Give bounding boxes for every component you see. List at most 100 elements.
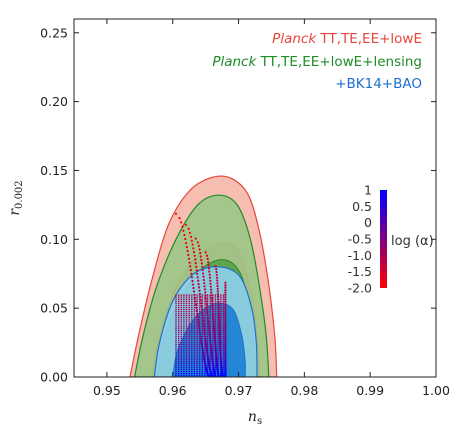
model-point <box>191 279 194 283</box>
model-point <box>220 321 222 323</box>
model-point <box>192 286 195 290</box>
model-point <box>209 337 211 340</box>
model-point <box>212 339 214 342</box>
model-point <box>209 335 211 338</box>
model-point <box>182 229 185 232</box>
model-point <box>198 329 201 332</box>
model-point <box>175 302 177 305</box>
model-point <box>198 366 201 369</box>
model-point <box>198 323 201 325</box>
model-point <box>190 272 193 275</box>
model-point <box>180 350 183 352</box>
model-point <box>222 352 225 354</box>
model-point <box>180 358 183 360</box>
model-point <box>185 350 188 352</box>
model-point <box>201 362 204 365</box>
model-point <box>217 302 219 305</box>
model-point <box>206 321 209 323</box>
model-point <box>177 341 180 344</box>
model-point <box>220 329 222 332</box>
model-point <box>191 312 193 315</box>
model-point <box>191 304 193 307</box>
model-point <box>220 343 222 346</box>
model-point <box>177 337 180 340</box>
legend-entry-1: Planck TT,TE,EE+lowE <box>272 31 422 47</box>
model-point <box>191 339 193 342</box>
model-point <box>201 269 204 272</box>
model-point <box>188 374 190 377</box>
model-point <box>212 298 214 301</box>
x-tick-label: 0.98 <box>290 383 318 398</box>
model-point <box>193 298 196 301</box>
model-point <box>185 321 188 323</box>
model-point <box>193 374 196 377</box>
model-point <box>193 294 196 296</box>
model-point <box>222 370 225 373</box>
model-point <box>175 345 177 348</box>
model-point <box>193 310 196 313</box>
model-point <box>201 350 204 352</box>
model-point <box>206 325 209 327</box>
model-point <box>216 279 219 282</box>
model-point <box>224 320 227 323</box>
model-point <box>180 304 183 307</box>
model-point <box>188 341 190 344</box>
model-point <box>214 362 217 365</box>
y-tick-label: 0.10 <box>40 232 68 247</box>
model-point <box>190 276 193 279</box>
model-point <box>203 282 206 285</box>
model-point <box>216 284 219 288</box>
model-point <box>196 331 198 334</box>
model-point <box>193 306 196 309</box>
y-tick-label: 0.00 <box>40 370 68 385</box>
model-point <box>201 308 204 311</box>
model-point <box>185 341 188 344</box>
model-point <box>183 343 185 346</box>
y-tick-label: 0.05 <box>40 301 68 316</box>
model-point <box>191 337 193 340</box>
model-point <box>193 331 196 334</box>
model-point <box>201 341 204 344</box>
model-point <box>201 331 204 334</box>
model-point <box>183 233 186 237</box>
model-point <box>188 331 190 334</box>
model-point <box>206 339 209 342</box>
model-point <box>191 302 193 305</box>
model-point <box>209 352 211 354</box>
model-point <box>177 374 180 377</box>
model-point <box>193 296 196 298</box>
model-point <box>222 333 225 336</box>
model-point <box>183 312 185 315</box>
model-point <box>214 327 217 329</box>
model-point <box>214 350 217 352</box>
model-point <box>209 302 211 305</box>
model-point <box>212 341 214 344</box>
model-point <box>212 364 214 367</box>
model-point <box>224 322 227 325</box>
model-point <box>183 364 185 367</box>
model-point <box>224 341 227 344</box>
model-point <box>206 333 209 336</box>
model-point <box>214 304 217 307</box>
model-point <box>217 333 219 336</box>
model-point <box>187 227 190 230</box>
model-point <box>193 350 196 352</box>
colorbar-gradient <box>380 190 387 288</box>
model-point <box>201 337 204 340</box>
model-point <box>217 366 219 369</box>
model-point <box>204 370 206 373</box>
model-point <box>188 368 190 371</box>
model-point <box>206 362 209 365</box>
model-point <box>201 370 204 373</box>
model-point <box>201 352 204 354</box>
model-point <box>201 325 204 327</box>
model-point <box>183 298 185 301</box>
model-point <box>206 298 209 301</box>
model-point <box>224 289 227 292</box>
model-point <box>204 300 206 303</box>
model-point <box>198 296 201 298</box>
model-point <box>204 339 206 342</box>
model-point <box>209 370 211 373</box>
model-point <box>220 314 222 317</box>
model-point <box>222 368 225 371</box>
